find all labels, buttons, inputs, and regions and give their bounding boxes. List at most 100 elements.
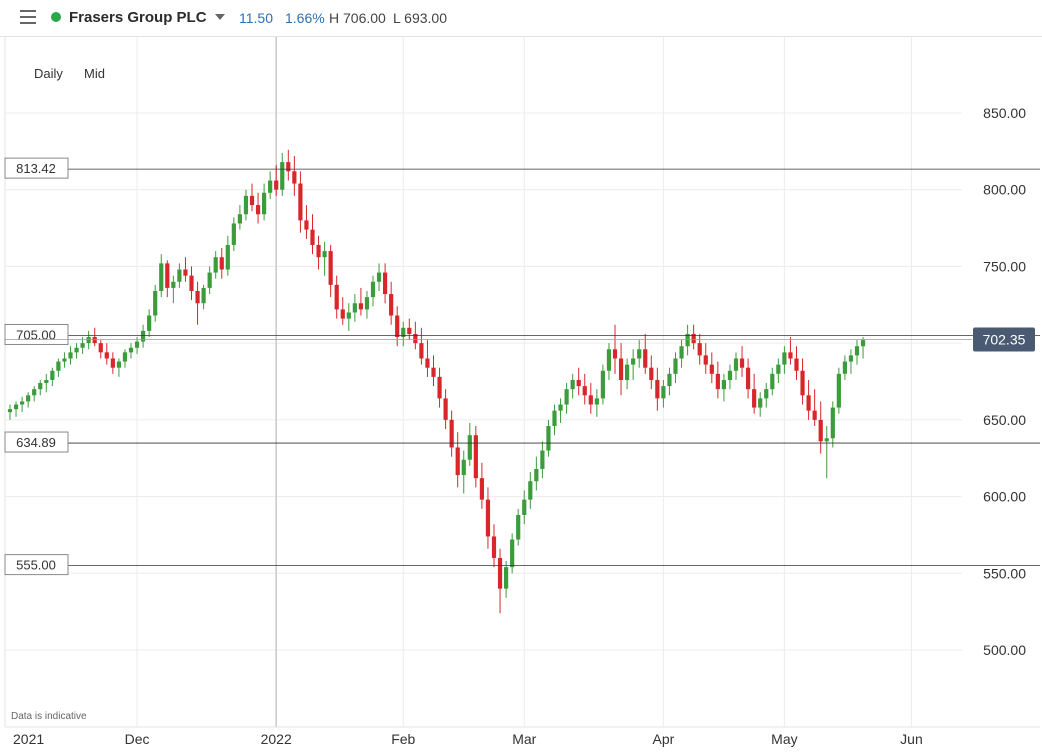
candle-down — [582, 386, 587, 396]
candle-up — [346, 312, 351, 319]
level-label-box[interactable] — [4, 431, 69, 453]
candle-down — [92, 337, 97, 344]
candle-down — [334, 284, 339, 310]
candle-up — [32, 389, 37, 396]
candle-up — [207, 272, 212, 288]
candle-up — [171, 281, 176, 288]
candle-up — [225, 244, 230, 270]
candle-up — [280, 162, 285, 190]
candle-down — [812, 410, 817, 420]
candle-down — [818, 419, 823, 442]
candle-down — [413, 333, 418, 344]
candle-up — [50, 370, 55, 380]
candle-up — [322, 251, 327, 258]
price-axis: 500.00550.00600.00650.00700.00750.00800.… — [973, 105, 1035, 658]
y-tick-label: 500.00 — [983, 642, 1026, 658]
candle-down — [697, 343, 702, 356]
candle-down — [485, 499, 491, 537]
candle-up — [540, 450, 545, 469]
candle-down — [183, 269, 188, 276]
candle-up — [552, 410, 557, 426]
level-label[interactable]: 705.00 — [16, 327, 56, 342]
candle-up — [128, 347, 134, 353]
candle-up — [86, 337, 91, 344]
x-tick-label: 2022 — [261, 731, 292, 747]
disclaimer-text: Data is indicative — [11, 711, 87, 722]
chart-grid — [4, 37, 1040, 728]
candle-down — [292, 171, 297, 184]
candle-down — [189, 275, 194, 291]
candle-down — [286, 162, 291, 172]
candle-down — [491, 536, 497, 558]
candle-down — [304, 220, 309, 230]
candle-up — [401, 327, 406, 338]
candle-down — [255, 205, 261, 215]
y-tick-label: 600.00 — [983, 489, 1026, 505]
candle-down — [98, 343, 103, 353]
current-price-tag — [973, 327, 1035, 352]
level-label[interactable]: 555.00 — [16, 558, 56, 573]
candle-down — [165, 263, 170, 288]
candle-down — [449, 419, 454, 448]
candle-up — [68, 352, 73, 359]
candle-up — [727, 370, 733, 380]
candle-up — [685, 333, 690, 347]
level-label-box[interactable] — [4, 157, 69, 179]
y-tick-label: 650.00 — [983, 412, 1026, 428]
candle-up — [26, 395, 31, 402]
candle-up — [510, 539, 515, 568]
candle-up — [376, 272, 382, 282]
candle-up — [534, 468, 539, 482]
candle-up — [824, 438, 829, 442]
candle-down — [274, 180, 279, 190]
interval-selector[interactable]: Daily — [34, 66, 63, 81]
candle-up — [770, 373, 775, 390]
price-type-selector[interactable]: Mid — [84, 66, 105, 81]
candle-up — [201, 287, 206, 304]
candle-down — [752, 389, 757, 408]
level-label-box[interactable] — [4, 554, 69, 576]
candle-down — [788, 352, 793, 359]
candle-down — [437, 376, 442, 399]
menu-icon[interactable] — [20, 10, 36, 24]
candle-up — [56, 361, 61, 371]
candle-up — [231, 223, 236, 245]
candle-down — [655, 379, 660, 399]
current-price-label: 702.35 — [983, 332, 1026, 348]
candle-down — [431, 367, 436, 377]
candle-up — [600, 370, 605, 399]
candle-up — [153, 290, 158, 316]
time-axis: 2021 Dec 2022 Feb Mar Apr May Jun — [13, 731, 923, 747]
candle-up — [141, 330, 146, 342]
instrument-name[interactable]: Frasers Group PLC — [69, 9, 207, 26]
candle-down — [358, 303, 363, 310]
price-chart[interactable]: 813.42 705.00 634.89 555.00 500.00 550.00 600… — [0, 37, 1042, 752]
candle-up — [370, 281, 376, 298]
candle-down — [643, 349, 648, 368]
candle-up — [516, 514, 521, 540]
candle-up — [159, 263, 164, 291]
candle-up — [594, 398, 599, 405]
level-label[interactable]: 813.42 — [16, 161, 56, 176]
status-dot-icon — [51, 12, 61, 22]
horizontal-levels[interactable]: 813.42 705.00 634.89 555.00 — [4, 157, 1040, 576]
chevron-down-icon[interactable] — [215, 14, 225, 20]
candle-down — [455, 447, 460, 476]
candle-up — [262, 192, 267, 215]
level-label[interactable]: 634.89 — [16, 435, 56, 450]
candle-down — [328, 251, 333, 285]
candle-down — [316, 244, 321, 258]
x-tick-label: Apr — [653, 731, 675, 747]
candle-up — [546, 425, 551, 451]
x-tick-label: Feb — [391, 731, 415, 747]
x-tick-label: May — [771, 731, 797, 747]
candle-up — [758, 398, 763, 408]
day-high: H 706.00 — [329, 10, 386, 26]
candle-down — [383, 272, 388, 295]
candle-down — [298, 183, 303, 221]
candle-down — [407, 327, 412, 334]
candle-up — [860, 340, 866, 347]
candle-up — [842, 361, 847, 374]
candle-up — [364, 297, 370, 310]
candle-down — [703, 355, 708, 365]
